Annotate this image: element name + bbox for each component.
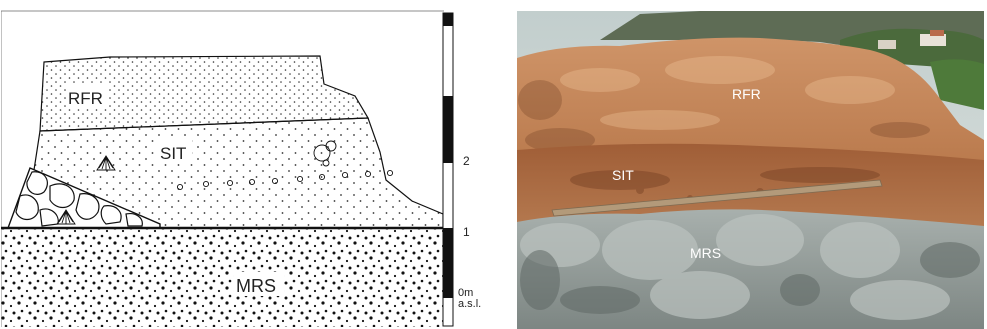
svg-text:SIT: SIT (160, 144, 186, 163)
shell-icon (56, 209, 76, 225)
wooden-stick (551, 179, 883, 217)
photo-label-mrs: MRS (690, 245, 721, 261)
scale-tick-1: 1 (463, 225, 470, 239)
scale-tick-0m: 0m (458, 287, 473, 299)
svg-text:RFR: RFR (68, 89, 103, 108)
pebble-cluster (176, 140, 394, 191)
shell-icon (96, 155, 116, 171)
scale-bar: 2 1 0m a.s.l. (442, 12, 481, 327)
scale-tick-asl: a.s.l. (458, 298, 481, 310)
mrs-layer (1, 228, 444, 327)
photo-label-rfr: RFR (732, 86, 761, 102)
sketch-label-sit: SIT (158, 140, 192, 163)
outcrop-photo: RFR SIT MRS (517, 11, 984, 329)
rfr-layer (39, 55, 370, 132)
stratigraphic-sketch: RFR SIT MRS (1, 10, 444, 327)
svg-text:MRS: MRS (236, 276, 276, 296)
scale-tick-2: 2 (463, 154, 470, 168)
sketch-label-rfr: RFR (66, 85, 108, 108)
photo-label-sit: SIT (612, 167, 634, 183)
boulder-wedge (6, 167, 161, 229)
sketch-label-mrs: MRS (234, 272, 284, 296)
